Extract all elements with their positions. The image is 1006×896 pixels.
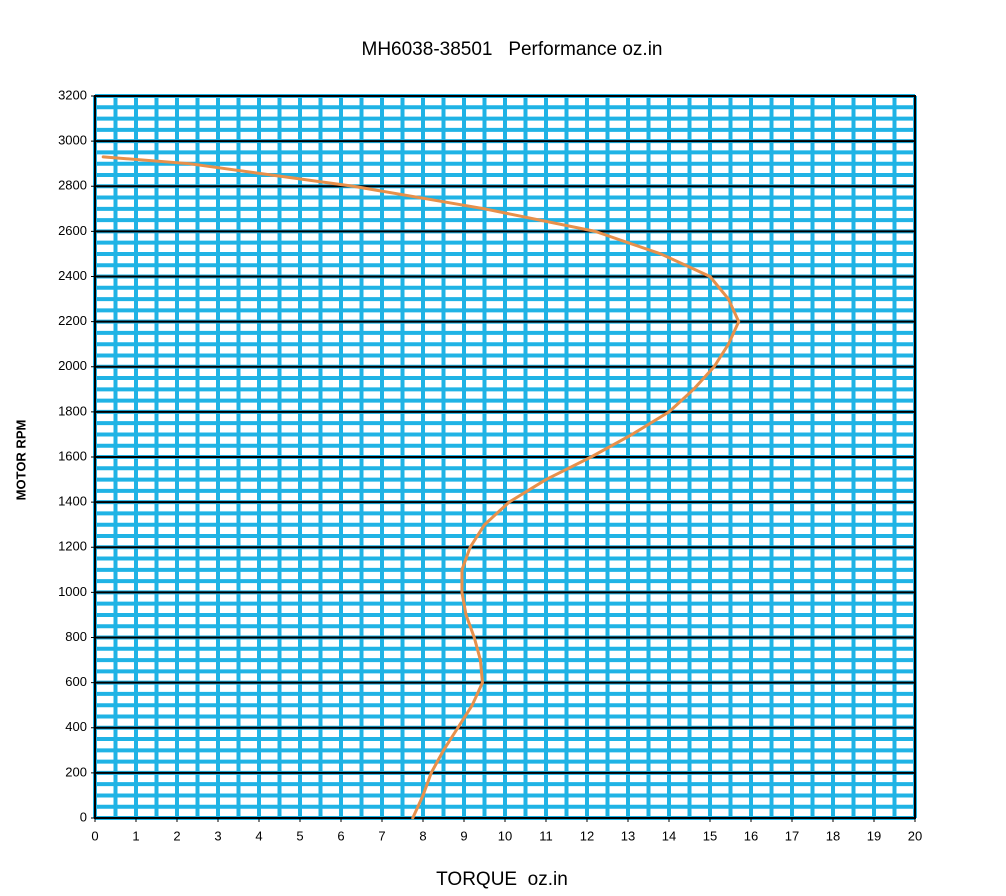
x-tick-label: 19 [867,828,881,843]
x-tick-label: 7 [378,828,385,843]
y-tick-label: 600 [65,674,87,689]
y-tick-label: 2000 [58,358,87,373]
x-tick-label: 1 [132,828,139,843]
x-tick-label: 17 [785,828,799,843]
y-tick-label: 2600 [58,223,87,238]
x-tick-label: 16 [744,828,758,843]
x-tick-label: 8 [419,828,426,843]
x-tick-label: 2 [173,828,180,843]
x-tick-label: 3 [214,828,221,843]
x-tick-label: 18 [826,828,840,843]
y-tick-label: 2800 [58,178,87,193]
x-tick-label: 4 [255,828,262,843]
x-tick-label: 13 [621,828,635,843]
x-axis-label: TORQUE oz.in [436,869,568,890]
y-tick-label: 1600 [58,448,87,463]
chart-title: MH6038-38501 Performance oz.in [362,39,663,60]
x-tick-label: 20 [908,828,922,843]
x-tick-label: 6 [337,828,344,843]
y-tick-label: 400 [65,719,87,734]
y-tick-label: 2200 [58,313,87,328]
x-tick-label: 14 [662,828,676,843]
y-axis-label: MOTOR RPM [13,420,28,501]
y-tick-label: 1200 [58,539,87,554]
y-tick-label: 3200 [58,87,87,102]
y-tick-label: 1400 [58,494,87,509]
x-tick-label: 12 [580,828,594,843]
y-tick-label: 200 [65,764,87,779]
y-tick-label: 1000 [58,584,87,599]
y-tick-label: 1800 [58,403,87,418]
y-tick-label: 3000 [58,133,87,148]
x-tick-label: 15 [703,828,717,843]
y-tick-label: 0 [80,809,87,824]
x-tick-label: 5 [296,828,303,843]
y-tick-label: 800 [65,629,87,644]
x-tick-label: 9 [460,828,467,843]
x-tick-label: 11 [539,828,553,843]
y-tick-label: 2400 [58,268,87,283]
x-tick-label: 10 [498,828,512,843]
plot-frame [94,95,916,819]
line [101,155,741,820]
x-tick-label: 0 [91,828,98,843]
